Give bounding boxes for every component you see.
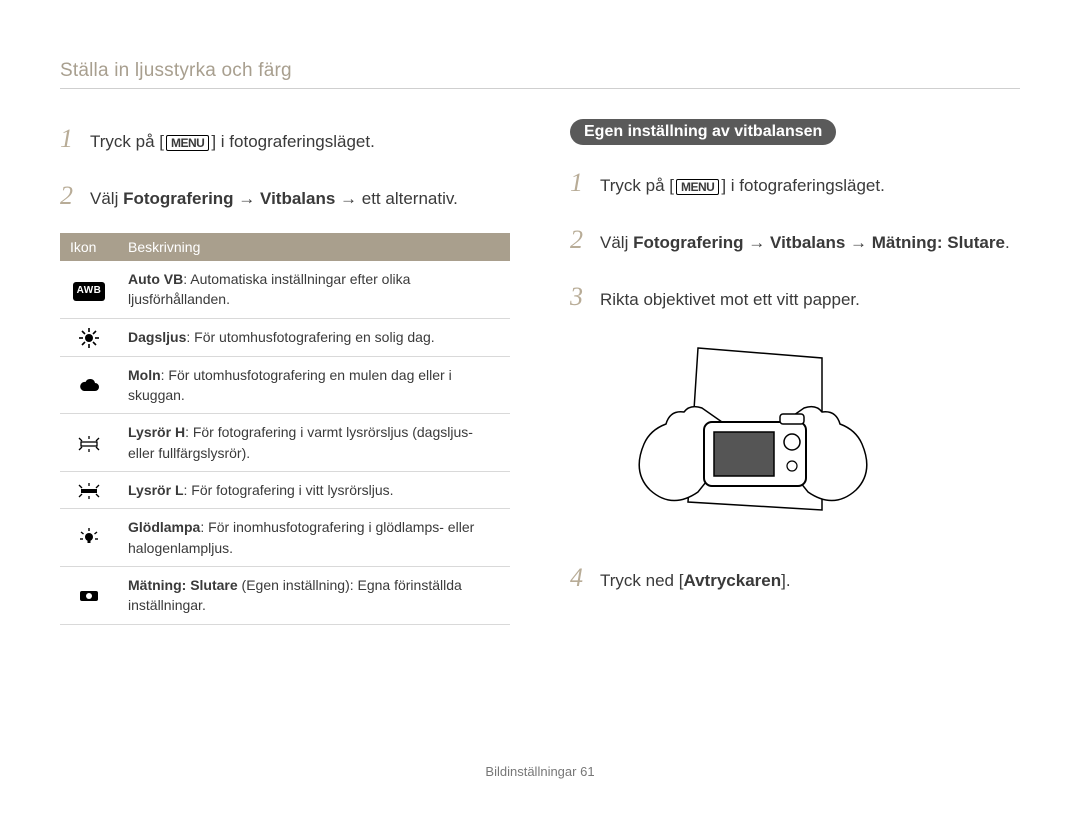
left-column: 1 Tryck på [MENU] i fotograferingsläget.… [60,119,510,625]
table-body: AWB Auto VB: Automatiska inställningar ef… [60,261,510,624]
awb-icon: AWB [73,282,106,301]
table-row: Mätning: Slutare (Egen inställning): Egn… [60,566,510,624]
page-footer: Bildinställningar 61 [0,764,1080,779]
desc-cell: Glödlampa: För inomhusfotografering i gl… [118,509,510,567]
subsection-pill: Egen inställning av vitbalansen [570,119,836,145]
sun-icon [79,328,99,348]
step-text: Tryck ned [Avtryckaren]. [600,568,791,594]
table-row: AWB Auto VB: Automatiska inställningar ef… [60,261,510,318]
icon-cell [60,509,118,567]
page: Ställa in ljusstyrka och färg 1 Tryck på… [0,0,1080,815]
icon-cell [60,318,118,356]
desc-cell: Moln: För utomhusfotografering en mulen … [118,356,510,414]
right-step-4: 4 Tryck ned [Avtryckaren]. [570,558,1020,597]
bulb-icon [79,528,99,548]
step-number: 2 [570,220,588,259]
step-number: 2 [60,176,78,215]
desc-cell: Mätning: Slutare (Egen inställning): Egn… [118,566,510,624]
whitebalance-table: Ikon Beskrivning AWB Auto VB: Automatiska… [60,233,510,625]
right-step-3: 3 Rikta objektivet mot ett vitt papper. [570,277,1020,316]
th-desc: Beskrivning [118,233,510,261]
icon-cell [60,356,118,414]
table-row: Lysrör L: För fotografering i vitt lysrö… [60,472,510,509]
desc-cell: Auto VB: Automatiska inställningar efter… [118,261,510,318]
left-step-1: 1 Tryck på [MENU] i fotograferingsläget. [60,119,510,158]
desc-cell: Dagsljus: För utomhusfotografering en so… [118,318,510,356]
table-row: Dagsljus: För utomhusfotografering en so… [60,318,510,356]
section-title: Ställa in ljusstyrka och färg [60,60,1020,89]
camera-paper-illustration [600,340,910,540]
fluorescent-l-icon [77,483,101,499]
table-row: Glödlampa: För inomhusfotografering i gl… [60,509,510,567]
icon-cell: AWB [60,261,118,318]
measure-icon [79,588,99,604]
desc-cell: Lysrör L: För fotografering i vitt lysrö… [118,472,510,509]
step-text: Tryck på [MENU] i fotograferingsläget. [600,173,885,199]
footer-label: Bildinställningar [485,764,576,779]
menu-icon: MENU [676,179,719,195]
columns: 1 Tryck på [MENU] i fotograferingsläget.… [60,119,1020,625]
table-row: Lysrör H: För fotografering i varmt lysr… [60,414,510,472]
right-column: Egen inställning av vitbalansen 1 Tryck … [570,119,1020,625]
menu-icon: MENU [166,135,209,151]
icon-cell [60,414,118,472]
left-step-2: 2 Välj Fotografering → Vitbalans → ett a… [60,176,510,215]
step-text: Välj Fotografering → Vitbalans → ett alt… [90,186,458,212]
desc-cell: Lysrör H: För fotografering i varmt lysr… [118,414,510,472]
icon-cell [60,472,118,509]
footer-page: 61 [580,764,594,779]
fluorescent-h-icon [77,436,101,452]
step-number: 1 [60,119,78,158]
table-row: Moln: För utomhusfotografering en mulen … [60,356,510,414]
step-text: Tryck på [MENU] i fotograferingsläget. [90,129,375,155]
th-icon: Ikon [60,233,118,261]
step-text: Välj Fotografering → Vitbalans → Mätning… [600,230,1010,256]
step-number: 4 [570,558,588,597]
icon-cell [60,566,118,624]
right-step-2: 2 Välj Fotografering → Vitbalans → Mätni… [570,220,1020,259]
step-text: Rikta objektivet mot ett vitt papper. [600,287,860,313]
cloud-icon [78,378,100,394]
right-step-1: 1 Tryck på [MENU] i fotograferingsläget. [570,163,1020,202]
step-number: 3 [570,277,588,316]
step-number: 1 [570,163,588,202]
